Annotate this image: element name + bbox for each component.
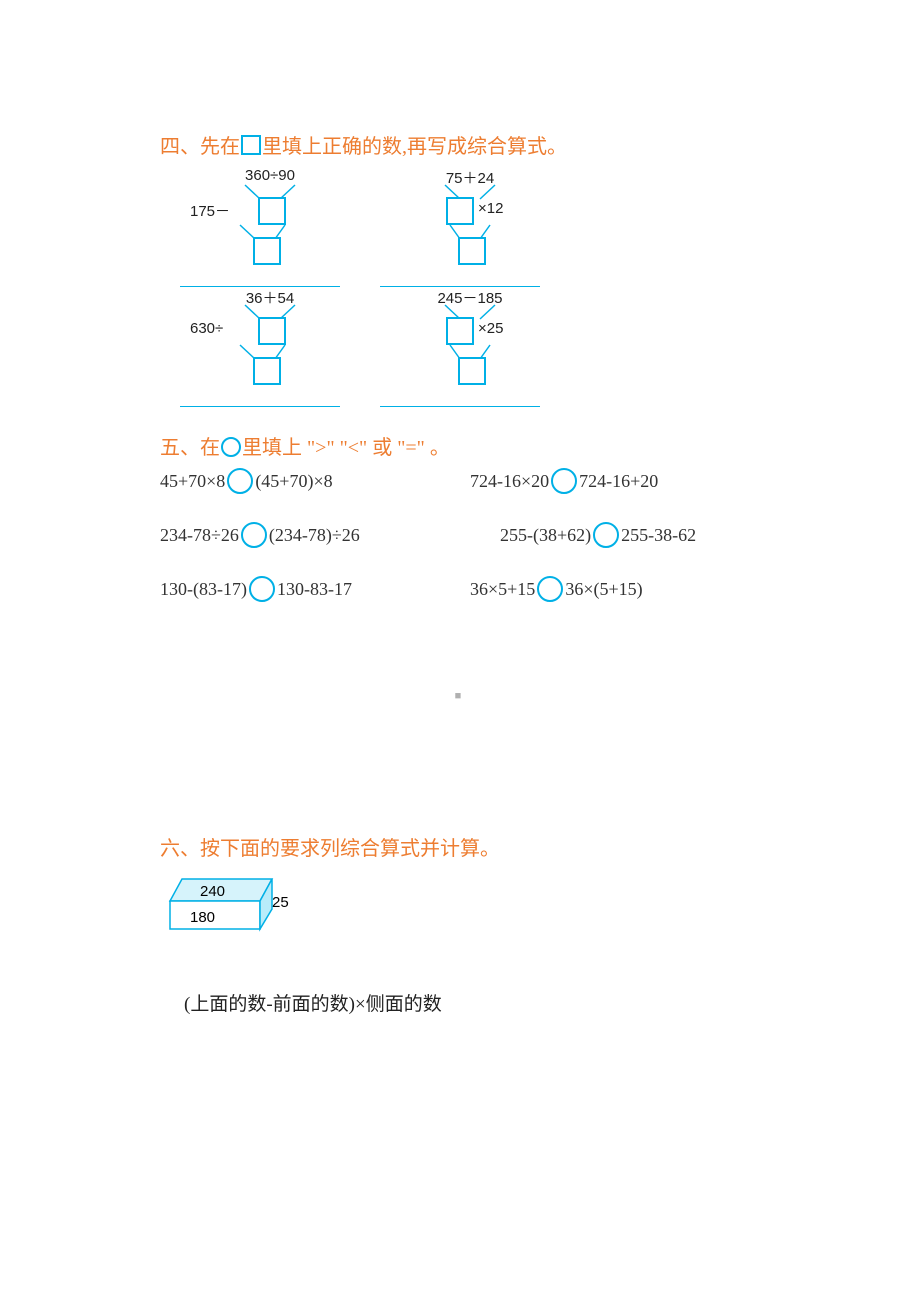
cuboid-figure: 240 180 25 <box>160 869 760 939</box>
tree-3: 36＋54 630÷ <box>160 287 350 407</box>
tree-side-expr: ×12 <box>478 200 503 217</box>
compare-circle[interactable] <box>551 468 577 494</box>
section4-heading: 四、先在里填上正确的数,再写成综合算式。 <box>160 130 760 159</box>
compare-item: 45+70×8 (45+70)×8 <box>160 468 470 494</box>
lhs: 724-16×20 <box>470 471 549 492</box>
compare-item: 724-16×20 724-16+20 <box>470 468 658 494</box>
compare-item: 255-(38+62) 255-38-62 <box>500 522 696 548</box>
section5-title-pre: 五、在 <box>160 437 220 459</box>
compare-row: 45+70×8 (45+70)×8 724-16×20 724-16+20 <box>160 468 760 494</box>
circle-glyph-icon <box>221 437 241 457</box>
compare-circle[interactable] <box>227 468 253 494</box>
answer-box[interactable] <box>258 197 286 225</box>
section5-title-post: 里填上 ">" "<" 或 "=" 。 <box>242 437 450 459</box>
lhs: 234-78÷26 <box>160 525 239 546</box>
answer-box[interactable] <box>253 237 281 265</box>
rhs: 724-16+20 <box>579 471 658 492</box>
square-glyph-icon <box>241 135 261 155</box>
section6: 六、按下面的要求列综合算式并计算。 240 180 25 (上面的数-前面的数)… <box>160 832 760 1016</box>
tree-side-expr: 630÷ <box>190 320 223 337</box>
compare-circle[interactable] <box>537 576 563 602</box>
rhs: (234-78)÷26 <box>269 525 360 546</box>
lhs: 130-(83-17) <box>160 579 247 600</box>
rhs: (45+70)×8 <box>255 471 332 492</box>
answer-line[interactable] <box>380 406 540 407</box>
answer-line[interactable] <box>180 406 340 407</box>
answer-box[interactable] <box>458 357 486 385</box>
section4-trees: 360÷90 175－ 75＋24 ×12 <box>160 167 760 407</box>
answer-box[interactable] <box>253 357 281 385</box>
page-dots-icon: ■ <box>450 690 468 702</box>
lhs: 45+70×8 <box>160 471 225 492</box>
page: 四、先在里填上正确的数,再写成综合算式。 360÷90 175－ 75＋24 <box>0 0 920 1302</box>
answer-box[interactable] <box>258 317 286 345</box>
section4-title-post: 里填上正确的数,再写成综合算式。 <box>262 136 567 158</box>
compare-item: 234-78÷26 (234-78)÷26 <box>160 522 470 548</box>
compare-item: 130-(83-17) 130-83-17 <box>160 576 470 602</box>
lhs: 36×5+15 <box>470 579 535 600</box>
compare-row: 130-(83-17) 130-83-17 36×5+15 36×(5+15) <box>160 576 760 602</box>
tree-side-expr: ×25 <box>478 320 503 337</box>
rhs: 130-83-17 <box>277 579 352 600</box>
section6-heading: 六、按下面的要求列综合算式并计算。 <box>160 832 760 861</box>
answer-box[interactable] <box>446 317 474 345</box>
rhs: 255-38-62 <box>621 525 696 546</box>
tree-2: 75＋24 ×12 <box>360 167 550 287</box>
section4-title-pre: 四、先在 <box>160 136 240 158</box>
tree-1: 360÷90 175－ <box>160 167 350 287</box>
answer-box[interactable] <box>458 237 486 265</box>
compare-circle[interactable] <box>249 576 275 602</box>
tree-side-expr: 175－ <box>190 200 230 221</box>
compare-circle[interactable] <box>593 522 619 548</box>
cuboid-top-value: 240 <box>200 883 225 900</box>
answer-box[interactable] <box>446 197 474 225</box>
section5-heading: 五、在里填上 ">" "<" 或 "=" 。 <box>160 431 760 460</box>
compare-circle[interactable] <box>241 522 267 548</box>
section6-question: (上面的数-前面的数)×侧面的数 <box>184 989 760 1016</box>
tree-4: 245－185 ×25 <box>360 287 550 407</box>
compare-item: 36×5+15 36×(5+15) <box>470 576 643 602</box>
compare-row: 234-78÷26 (234-78)÷26 255-(38+62) 255-38… <box>160 522 760 548</box>
cuboid-front-value: 180 <box>190 909 215 926</box>
cuboid-side-value: 25 <box>272 894 289 911</box>
rhs: 36×(5+15) <box>565 579 642 600</box>
section5-compare: 45+70×8 (45+70)×8 724-16×20 724-16+20 23… <box>160 468 760 602</box>
lhs: 255-(38+62) <box>500 525 591 546</box>
